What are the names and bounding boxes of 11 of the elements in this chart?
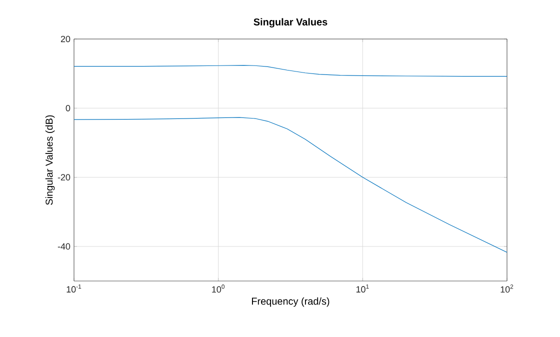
x-axis-title: Frequency (rad/s) <box>252 297 330 307</box>
y-tick-label: 0 <box>66 104 70 112</box>
x-tick-label: 10$^{0}$ <box>212 284 225 293</box>
y-tick-label: -20 <box>58 174 70 180</box>
x-tick-label: 10$^{-1}$ <box>66 284 82 293</box>
chart-title: Singular Values <box>254 18 328 28</box>
y-tick-label: -40 <box>58 243 70 250</box>
x-tick-label: 10$^{2}$ <box>500 284 514 293</box>
x-tick-label: 10$^{1}$ <box>356 284 369 293</box>
y-tick-label: 20 <box>60 36 70 42</box>
y-axis-title: Singular Values (dB) <box>45 115 55 205</box>
